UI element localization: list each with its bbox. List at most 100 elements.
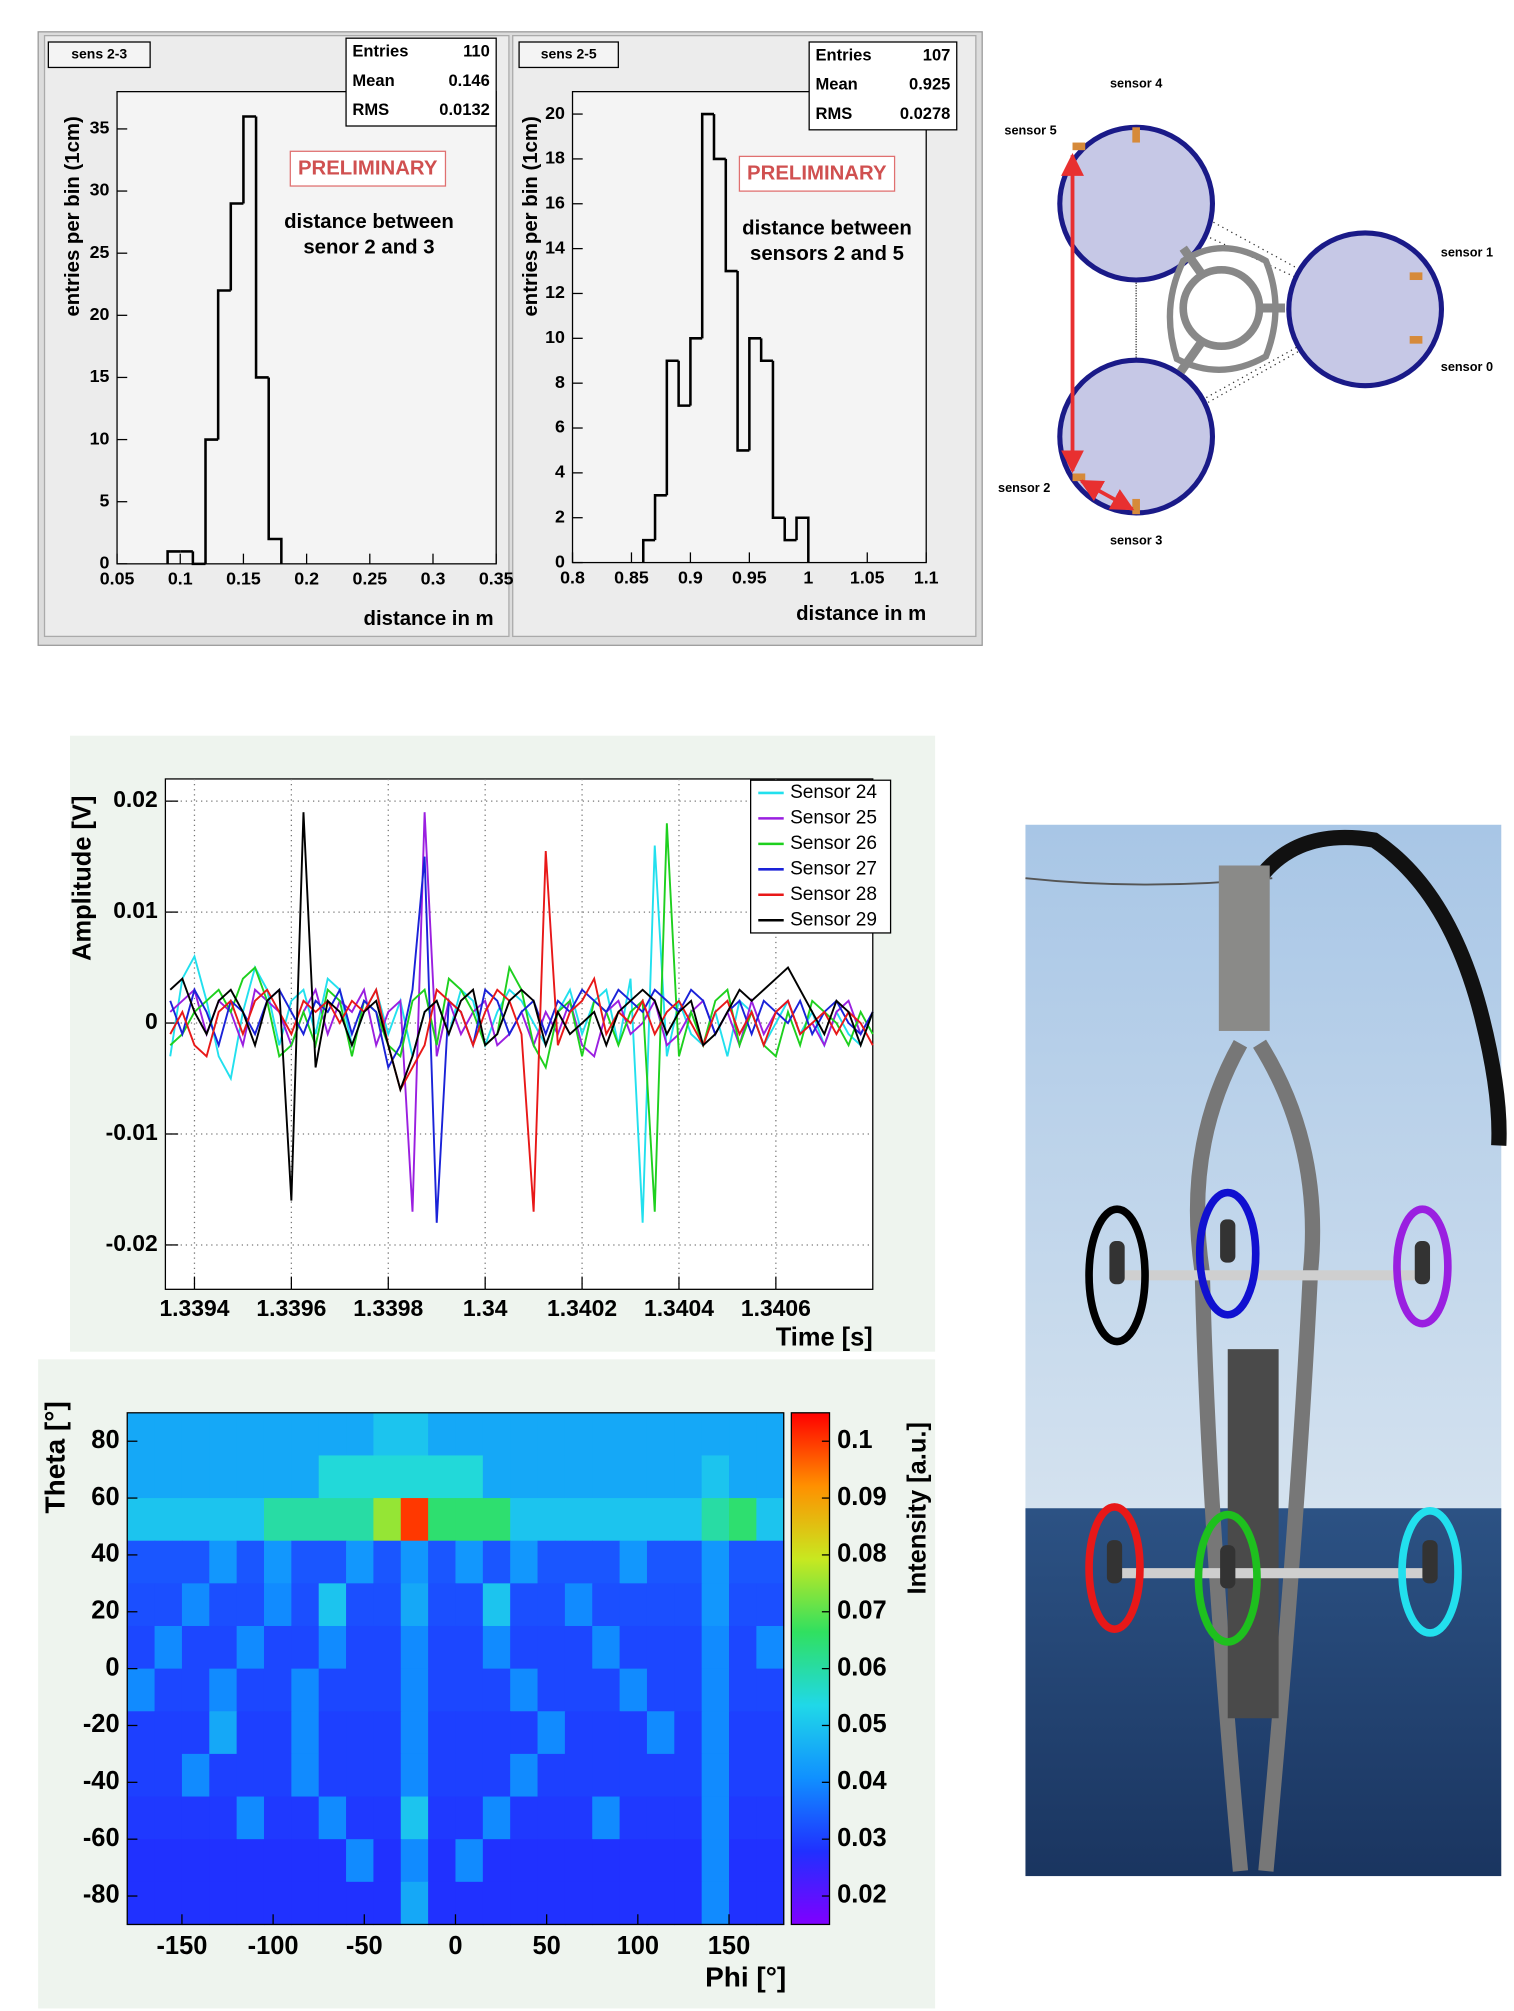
heatmap-cell <box>236 1668 265 1712</box>
heatmap-cell <box>756 1839 785 1883</box>
heatmap-cell <box>346 1412 375 1457</box>
heatmap-cell <box>373 1881 402 1926</box>
colorbar-tick-label: 0.07 <box>837 1596 887 1624</box>
heatmap-cell <box>537 1412 566 1457</box>
heatmap-cell <box>428 1455 457 1499</box>
legend-box <box>750 779 892 934</box>
heatmap-cell <box>592 1583 621 1627</box>
y-tick-label: 10 <box>90 428 110 448</box>
sensor-label: sensor 2 <box>998 480 1050 495</box>
heatmap-cell <box>400 1796 429 1840</box>
heatmap-cell <box>318 1625 347 1670</box>
heatmap-cell <box>510 1583 539 1627</box>
sensor-ring <box>1057 357 1216 516</box>
heatmap-cell <box>674 1839 703 1883</box>
heatmap-cell <box>646 1583 675 1627</box>
histogram-bin <box>677 360 691 407</box>
heatmap-cell <box>181 1455 210 1499</box>
heatmap-cell <box>400 1498 429 1542</box>
heatmap-cell <box>154 1796 183 1840</box>
y-tick-label: -80 <box>83 1881 120 1909</box>
hydrophone <box>1109 1240 1125 1285</box>
heatmap-cell <box>510 1711 539 1755</box>
heatmap-cell <box>209 1711 238 1755</box>
histogram-bin <box>759 338 773 363</box>
stamp-box <box>738 155 896 192</box>
histogram-bin <box>795 516 810 563</box>
heatmap-cell <box>537 1839 566 1883</box>
heatmap-cell <box>236 1753 265 1798</box>
heatmap-cell <box>674 1881 703 1926</box>
x-tick-label: 1.3406 <box>741 1295 811 1321</box>
x-tick-label: 1.3402 <box>547 1295 617 1321</box>
y-tick-label: 4 <box>555 462 565 482</box>
histogram-bin <box>689 337 703 406</box>
heatmap-cell <box>346 1668 375 1712</box>
heatmap-cell <box>318 1753 347 1798</box>
heatmap-cell <box>701 1583 730 1627</box>
heatmap-cell <box>236 1881 265 1926</box>
legend-label: Sensor 25 <box>790 807 877 828</box>
heatmap-cell <box>127 1796 156 1840</box>
heatmap-cell <box>263 1711 292 1755</box>
heatmap-cell <box>729 1711 757 1755</box>
heatmap-cell <box>701 1498 730 1542</box>
heatmap-cell <box>756 1881 785 1926</box>
heatmap-cell <box>646 1881 675 1926</box>
x-tick-label: -150 <box>156 1932 207 1960</box>
heatmap-cell <box>346 1625 375 1670</box>
heatmap-cell <box>482 1668 511 1712</box>
heatmap-cell <box>154 1625 183 1670</box>
y-tick-label: 60 <box>91 1483 119 1511</box>
heatmap-cell <box>181 1753 210 1798</box>
heatmap-cell <box>564 1455 593 1499</box>
heatmap-cell <box>346 1796 375 1840</box>
frame-bar <box>1189 1039 1321 1872</box>
y-tick-label: 20 <box>91 1596 119 1624</box>
heatmap-cell <box>181 1839 210 1883</box>
legend-label: Sensor 26 <box>790 833 877 854</box>
heatmap-cell <box>346 1583 375 1627</box>
heatmap-cell <box>263 1796 292 1840</box>
heatmap-cell <box>400 1881 429 1926</box>
sensor-mark <box>1409 272 1423 281</box>
heatmap-cell <box>564 1498 593 1542</box>
x-tick-label: 1.3396 <box>256 1295 326 1321</box>
heatmap-cell <box>646 1455 675 1499</box>
heatmap-cell <box>127 1498 156 1542</box>
heatmap-cell <box>209 1753 238 1798</box>
title-box <box>47 41 151 69</box>
heatmap-cell <box>236 1583 265 1627</box>
sensor-markers <box>1072 127 1423 515</box>
heatmap-cell <box>181 1583 210 1627</box>
heatmap-cell <box>209 1881 238 1926</box>
chart-title: sens 2-5 <box>541 45 597 61</box>
x-axis-label: distance in m <box>364 608 494 630</box>
heatmap-cell <box>537 1455 566 1499</box>
y-tick-label: 35 <box>90 118 110 138</box>
heatmap-cell <box>701 1796 730 1840</box>
heatmap-cell <box>455 1625 484 1670</box>
y-axis-label: Amplitude [V] <box>69 796 97 961</box>
legend-label: Sensor 29 <box>790 909 877 930</box>
heatmap-cell <box>482 1839 511 1883</box>
heatmap-cell <box>400 1455 429 1499</box>
hub <box>1179 266 1264 351</box>
heatmap-cell <box>646 1711 675 1755</box>
x-tick-label: 1.3398 <box>353 1295 423 1321</box>
histogram-bin <box>242 115 257 204</box>
heatmap-cell <box>346 1455 375 1499</box>
heatmap-cell <box>510 1753 539 1798</box>
heatmap-cell <box>455 1498 484 1542</box>
heatmap-cell <box>236 1540 265 1584</box>
heatmap-cell <box>209 1412 238 1457</box>
colorbar-tick-label: 0.04 <box>837 1767 887 1795</box>
heatmap-cell <box>592 1412 621 1457</box>
heatmap-cell <box>455 1711 484 1755</box>
colorbar-tick-label: 0.02 <box>837 1881 887 1909</box>
heatmap-cell <box>674 1583 703 1627</box>
heatmap-cell <box>482 1796 511 1840</box>
x-tick-label: 0.95 <box>732 567 767 587</box>
heatmap-cell <box>428 1625 457 1670</box>
y-tick-label: -0.01 <box>106 1119 158 1145</box>
